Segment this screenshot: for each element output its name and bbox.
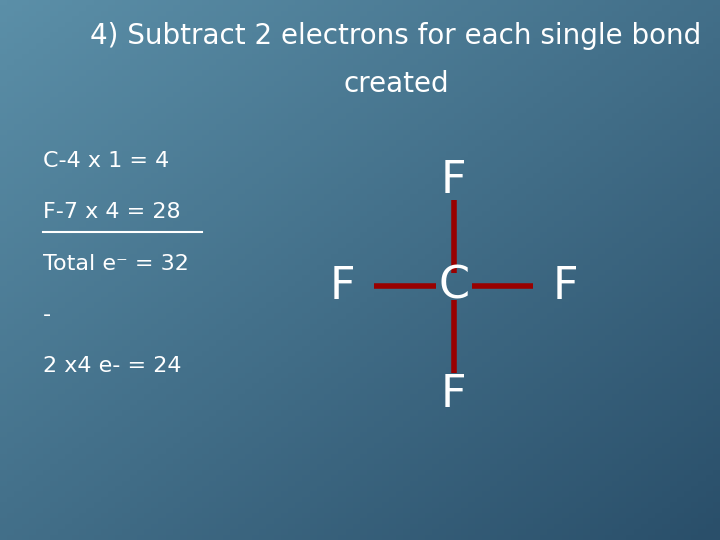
Text: F: F	[441, 159, 467, 202]
Text: F: F	[329, 265, 355, 308]
Text: 4) Subtract 2 electrons for each single bond: 4) Subtract 2 electrons for each single …	[91, 22, 701, 50]
Text: F: F	[441, 373, 467, 416]
Text: F: F	[552, 265, 578, 308]
Text: created: created	[343, 70, 449, 98]
Text: F-7 x 4 = 28: F-7 x 4 = 28	[43, 202, 181, 222]
Text: -: -	[43, 305, 51, 325]
Text: 2 x4 e- = 24: 2 x4 e- = 24	[43, 356, 181, 376]
Text: C-4 x 1 = 4: C-4 x 1 = 4	[43, 151, 169, 171]
Text: Total e⁻ = 32: Total e⁻ = 32	[43, 254, 189, 274]
Text: C: C	[438, 265, 469, 308]
